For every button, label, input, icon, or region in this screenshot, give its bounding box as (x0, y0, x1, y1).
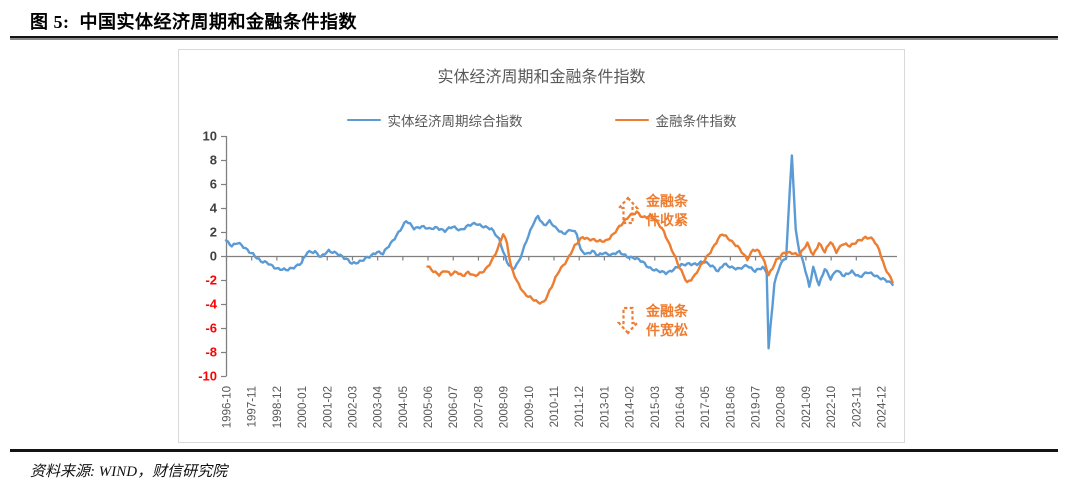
annotation-line: 金融条 (646, 193, 688, 209)
y-tick-label: 6 (210, 177, 217, 192)
x-tick-label: 2008-09 (499, 386, 511, 428)
y-tick-label: -8 (205, 345, 217, 360)
x-tick-label: 2004-05 (398, 386, 410, 428)
x-tick-label: 2010-11 (549, 386, 561, 427)
annotation-line: 金融条 (646, 303, 688, 319)
x-tick-label: 2020-08 (776, 386, 788, 428)
chart-title: 实体经济周期和金融条件指数 (437, 69, 646, 86)
chart-card: 实体经济周期和金融条件指数 实体经济周期综合指数 金融条件指数 10 8 6 4 2 0 -… (178, 49, 905, 443)
figure-title: 图 5: 中国实体经济周期和金融条件指数 (30, 8, 357, 34)
annotation-line: 件收紧 (646, 212, 688, 228)
x-tick-label: 2007-08 (473, 386, 485, 428)
legend-item-financial-conditions: 金融条件指数 (614, 110, 737, 130)
y-tick-label: 0 (210, 249, 217, 264)
x-tick-label: 2003-04 (373, 385, 385, 428)
bottom-divider (10, 449, 1058, 452)
x-tick-label: 2006-07 (448, 386, 460, 428)
y-tick-label: 2 (210, 225, 217, 240)
y-tick-label: -4 (205, 297, 217, 312)
figure-number: 图 5: (30, 12, 70, 32)
x-tick-label: 2000-01 (297, 386, 309, 428)
series-line-1 (426, 210, 894, 305)
top-divider (10, 36, 1058, 40)
x-tick-label: 2001-02 (322, 386, 334, 428)
legend-line-swatch-orange (614, 118, 649, 122)
dashed-down-arrow-icon (617, 306, 639, 335)
x-tick-label: 2015-03 (650, 386, 662, 428)
x-tick-label: 2019-07 (751, 386, 763, 428)
x-tick-label: 1997-11 (247, 386, 259, 427)
x-tick-label: 2002-03 (347, 386, 359, 428)
chart-legend: 实体经济周期综合指数 金融条件指数 (179, 110, 904, 130)
legend-label-economy-index: 实体经济周期综合指数 (387, 114, 523, 129)
y-tick-label: -2 (205, 273, 217, 288)
source-note: 资料来源: WIND，财信研究院 (30, 464, 228, 480)
legend-line-swatch-blue (346, 118, 381, 122)
x-tick-label: 2005-06 (423, 386, 435, 428)
y-tick-label: -10 (198, 369, 217, 384)
y-tick-label: -6 (205, 321, 217, 336)
y-tick-label: 10 (203, 129, 217, 144)
x-tick-label: 2011-12 (574, 386, 586, 427)
x-tick-label: 2009-10 (524, 386, 536, 428)
annotation-tightening-text: 金融条 件收紧 (646, 192, 688, 230)
plot-area: 10 8 6 4 2 0 -2 -4 -6 -8 -10 1996-10 1997-11 1998-12 2… (198, 129, 897, 428)
legend-item-economy-index: 实体经济周期综合指数 (346, 110, 523, 130)
y-tick-label: 4 (210, 201, 218, 216)
series-line-0 (224, 154, 894, 350)
x-tick-label: 1998-12 (272, 386, 284, 428)
legend-label-financial-conditions: 金融条件指数 (655, 114, 737, 129)
x-tick-label: 2023-11 (851, 386, 863, 427)
annotation-line: 件宽松 (646, 322, 688, 338)
y-tick-label: 8 (210, 153, 217, 168)
x-tick-label: 1996-10 (222, 386, 234, 428)
x-tick-label: 2017-05 (700, 386, 712, 428)
annotation-loosening: 金融条 件宽松 (617, 302, 688, 340)
x-tick-label: 2022-10 (826, 386, 838, 428)
figure-title-text: 中国实体经济周期和金融条件指数 (79, 12, 357, 32)
x-tick-label: 2018-06 (725, 386, 737, 428)
x-tick-label: 2013-01 (599, 386, 611, 428)
annotation-loosening-text: 金融条 件宽松 (646, 302, 688, 340)
x-tick-label: 2021-09 (801, 386, 813, 428)
x-tick-label: 2014-02 (625, 386, 637, 428)
x-tick-label: 2024-12 (877, 386, 889, 428)
annotation-tightening: 金融条 件收紧 (617, 192, 688, 230)
x-tick-label: 2016-04 (675, 385, 687, 428)
dashed-up-arrow-icon (617, 196, 639, 225)
